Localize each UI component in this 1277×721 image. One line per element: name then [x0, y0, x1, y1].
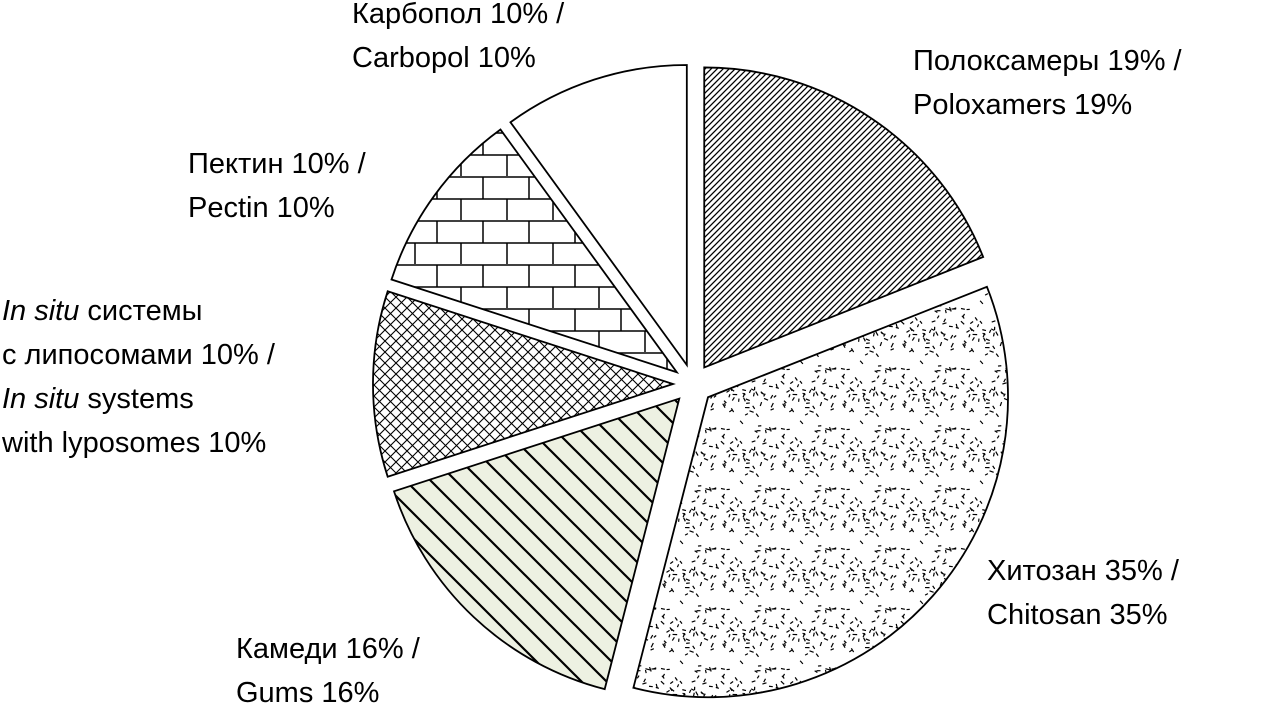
label-text: системы	[79, 295, 203, 327]
label-text: Gums 16%	[236, 677, 380, 709]
slice-label-line: Камеди 16% /	[236, 627, 420, 671]
label-text: Chitosan 35%	[987, 599, 1168, 631]
pie-slice-chitosan	[632, 285, 1009, 699]
slice-label-carbopol: Карбопол 10% / Carbopol 10%	[352, 0, 564, 80]
label-text: Полоксамеры 19% /	[913, 45, 1182, 77]
pie-slice-in-situ-liposomes	[372, 290, 676, 478]
slice-label-line: In situ системы	[2, 289, 275, 333]
slice-label-in-situ-liposomes: In situ системы с липосомами 10% / In situ…	[2, 289, 275, 465]
label-text: Пектин 10% /	[188, 148, 366, 180]
slice-label-line: Карбопол 10% /	[352, 0, 564, 36]
pie-slice-pattern-carbopol	[509, 64, 688, 368]
pie-slice-pattern-chitosan	[632, 285, 1009, 699]
pie-slices	[372, 64, 1009, 699]
label-text: с липосомами 10% /	[2, 339, 275, 371]
label-text-italic: In situ	[2, 383, 80, 415]
slice-label-line: Chitosan 35%	[987, 593, 1179, 637]
slice-label-line: Пектин 10% /	[188, 142, 366, 186]
label-text: Carbopol 10%	[352, 42, 536, 74]
pie-slice-pattern-pectin	[390, 128, 680, 374]
slice-label-line: Gums 16%	[236, 671, 420, 715]
pie-slice-gums	[392, 397, 681, 691]
pie-slice-base-carbopol	[510, 64, 687, 365]
pie-slice-poloxamers	[703, 66, 985, 369]
label-text-italic: In situ	[2, 295, 80, 327]
slice-label-line: с липосомами 10% /	[2, 333, 275, 377]
label-text: Камеди 16% /	[236, 633, 420, 665]
slice-label-line: Carbopol 10%	[352, 36, 564, 80]
pie-slice-pattern-in-situ-liposomes	[372, 290, 676, 478]
slice-label-chitosan: Хитозан 35% / Chitosan 35%	[987, 549, 1179, 637]
slice-label-line: Хитозан 35% /	[987, 549, 1179, 593]
slice-label-line: Poloxamers 19%	[913, 83, 1182, 127]
label-text: Карбопол 10% /	[352, 0, 565, 30]
pie-slice-pattern-gums	[392, 397, 681, 691]
pie-slice-pectin	[390, 128, 680, 374]
label-text: with lyposomes 10%	[2, 427, 267, 459]
label-text: Pectin 10%	[188, 192, 335, 224]
slice-label-line: with lyposomes 10%	[2, 421, 275, 465]
pie-slice-carbopol	[509, 64, 688, 368]
slice-label-line: Полоксамеры 19% /	[913, 39, 1182, 83]
label-text: systems	[79, 383, 194, 415]
slice-label-poloxamers: Полоксамеры 19% / Poloxamers 19%	[913, 39, 1182, 127]
slice-label-gums: Камеди 16% / Gums 16%	[236, 627, 420, 715]
label-text: Poloxamers 19%	[913, 89, 1133, 121]
slice-label-pectin: Пектин 10% / Pectin 10%	[188, 142, 366, 230]
slice-label-line: In situ systems	[2, 377, 275, 421]
slice-label-line: Pectin 10%	[188, 186, 366, 230]
label-text: Хитозан 35% /	[987, 555, 1179, 587]
pie-slice-pattern-poloxamers	[703, 66, 985, 369]
